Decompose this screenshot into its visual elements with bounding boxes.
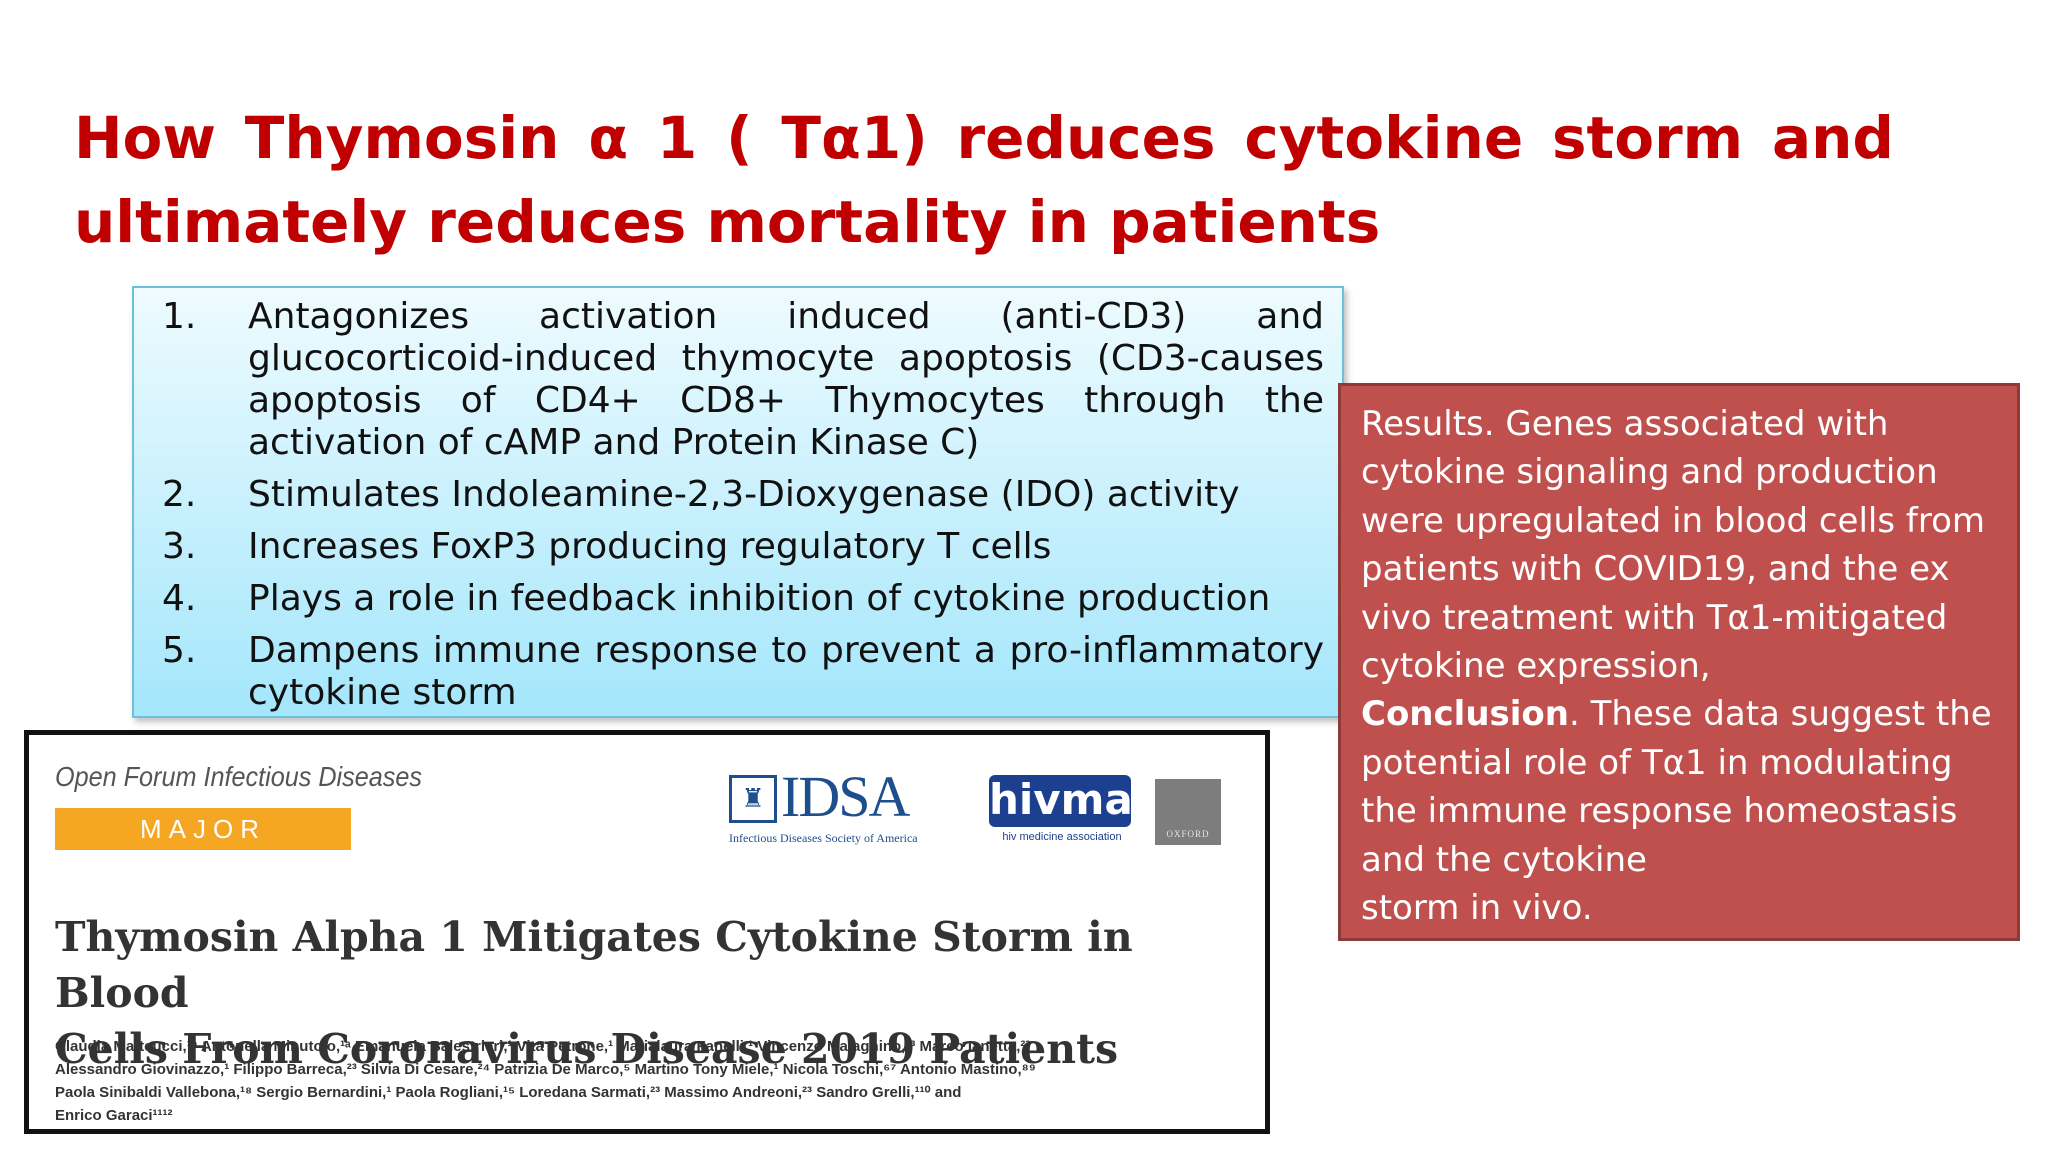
title-word: cytokine — [1244, 104, 1524, 172]
slide-title: How Thymosin α 1 ( Tα1) reduces cytokine… — [74, 96, 1894, 264]
article-screenshot: Open Forum Infectious Diseases MAJOR ART… — [24, 730, 1270, 1134]
journal-name: Open Forum Infectious Diseases — [55, 761, 422, 792]
conclusion-body: . These data suggest the potential role … — [1361, 694, 1992, 880]
idsa-subtitle: Infectious Diseases Society of America — [729, 831, 918, 845]
title-word: α — [588, 104, 629, 172]
author-line: Claudia Matteucci,¹ᵃ Antonella Minutolo,… — [55, 1038, 1031, 1055]
list-item: 4. Plays a role in feedback inhibition o… — [162, 578, 1324, 620]
title-word: storm — [1551, 104, 1744, 172]
article-title: Thymosin Alpha 1 Mitigates Cytokine Stor… — [55, 909, 1235, 1077]
list-text: Antagonizes activation induced (anti-CD3… — [248, 296, 1324, 463]
title-word: How — [74, 104, 216, 172]
hivma-wordmark: hivma — [989, 775, 1133, 827]
slide-title-line-1: How Thymosin α 1 ( Tα1) reduces cytokine… — [74, 96, 1894, 180]
list-number: 1. — [162, 296, 197, 337]
author-list: Claudia Matteucci,¹ᵃ Antonella Minutolo,… — [55, 1035, 1255, 1127]
list-item: 3. Increases FoxP3 producing regulatory … — [162, 526, 1324, 568]
idsa-emblem-icon: ♜ — [729, 775, 777, 823]
title-word: reduces — [956, 104, 1216, 172]
list-item: 1. Antagonizes activation induced (anti-… — [162, 296, 1324, 464]
conclusion-text: Conclusion. These data suggest the poten… — [1361, 690, 2007, 884]
major-article-badge: MAJOR ARTICLE — [55, 808, 351, 886]
oxford-logo: OXFORD — [1155, 779, 1221, 845]
list-text: Dampens immune response to prevent a pro… — [248, 630, 1324, 713]
list-number: 2. — [162, 474, 197, 515]
title-word: and — [1771, 104, 1894, 172]
author-line: Paola Sinibaldi Vallebona,¹⁸ Sergio Bern… — [55, 1084, 962, 1101]
hivma-logo: hivma hiv medicine association — [989, 775, 1135, 845]
list-item: 2. Stimulates Indoleamine-2,3-Dioxygenas… — [162, 474, 1324, 516]
conclusion-label: Conclusion — [1361, 694, 1569, 735]
conclusion-end: storm in vivo. — [1361, 888, 1593, 929]
list-text: Stimulates Indoleamine-2,3-Dioxygenase (… — [248, 474, 1240, 515]
list-number: 3. — [162, 526, 197, 567]
author-line: Alessandro Giovinazzo,¹ Filippo Barreca,… — [55, 1061, 1036, 1078]
list-text: Plays a role in feedback inhibition of c… — [248, 578, 1271, 619]
mechanism-list: 1. Antagonizes activation induced (anti-… — [162, 296, 1324, 724]
author-line: Enrico Garaci¹¹¹² — [55, 1107, 173, 1124]
idsa-logo: ♜ IDSA Infectious Diseases Society of Am… — [729, 767, 973, 845]
list-text: Increases FoxP3 producing regulatory T c… — [248, 526, 1052, 567]
article-title-line-2: Cells From Coronavirus Disease 2019 Pati… — [55, 1025, 1119, 1073]
oxford-label: OXFORD — [1166, 829, 1210, 839]
mechanism-points-box: 1. Antagonizes activation induced (anti-… — [132, 286, 1344, 718]
title-word: 1 — [656, 104, 698, 172]
title-word: Tα1) — [781, 104, 928, 172]
hivma-subtitle: hiv medicine association — [1002, 831, 1122, 843]
article-title-line-1: Thymosin Alpha 1 Mitigates Cytokine Stor… — [55, 913, 1133, 1017]
slide-title-line-2: ultimately reduces mortality in patients — [74, 188, 1381, 256]
results-box: Results. Genes associated with cytokine … — [1338, 383, 2020, 941]
list-number: 4. — [162, 578, 197, 619]
title-word: ( — [726, 104, 753, 172]
title-word: Thymosin — [244, 104, 560, 172]
idsa-wordmark: IDSA — [781, 764, 910, 829]
list-number: 5. — [162, 630, 197, 671]
results-text: Results. Genes associated with cytokine … — [1361, 404, 1985, 687]
list-item: 5. Dampens immune response to prevent a … — [162, 630, 1324, 714]
